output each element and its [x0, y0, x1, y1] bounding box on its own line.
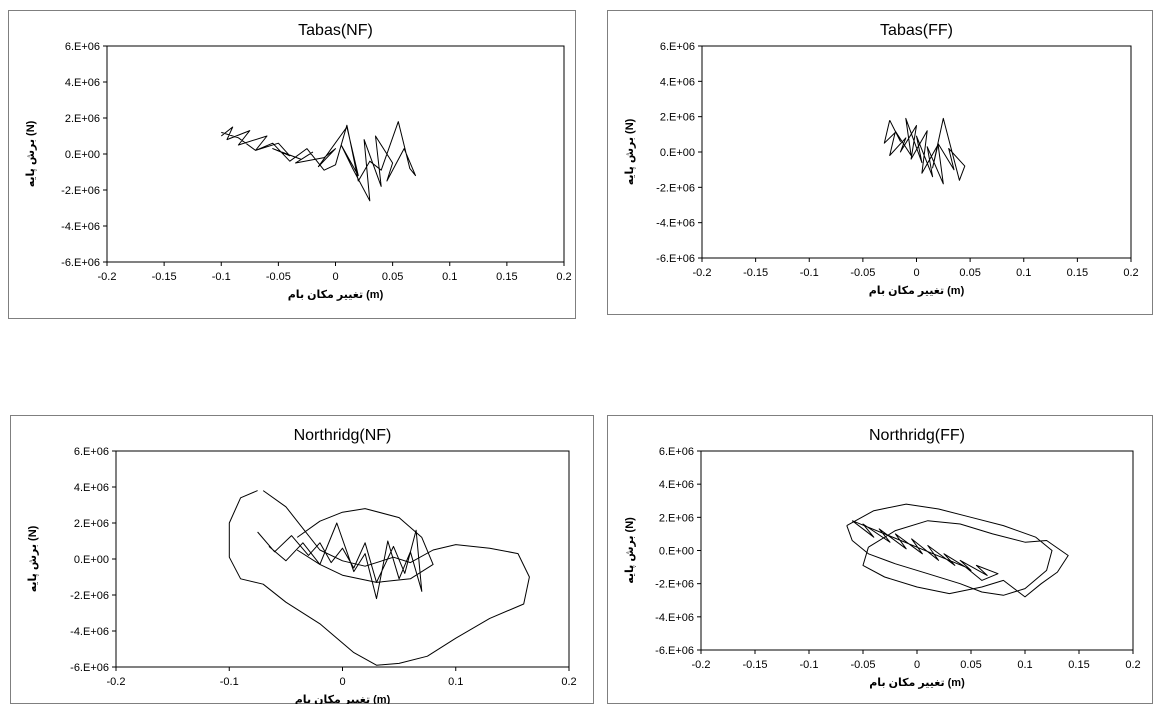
series-line	[220, 121, 416, 202]
y-axis-label: برش پایه (N)	[27, 525, 39, 592]
series-line	[257, 522, 423, 600]
x-tick-label: -0.2	[107, 676, 126, 688]
series-line	[228, 490, 530, 666]
x-tick-label: 0.15	[1068, 659, 1089, 671]
chart-title: Northridg(NF)	[294, 427, 392, 444]
series-line	[862, 520, 1069, 598]
y-axis-label: برش پایه (N)	[25, 120, 37, 187]
y-axis-label: برش پایه (N)	[624, 517, 636, 584]
x-tick-label: 0.2	[1125, 659, 1140, 671]
y-tick-label: 0.E+00	[74, 554, 109, 566]
chart-title: Tabas(FF)	[880, 22, 953, 39]
y-tick-label: 4.E+06	[65, 77, 100, 89]
x-tick-label: 0.1	[448, 676, 463, 688]
x-tick-label: -0.15	[743, 267, 768, 279]
series-line	[883, 117, 966, 185]
x-tick-label: 0.1	[1016, 267, 1031, 279]
y-tick-label: -4.E+06	[70, 626, 109, 638]
x-tick-label: -0.2	[692, 659, 711, 671]
chart-panel-tabas-nf: Tabas(NF) -0.2 -0.15 -0.1 -0.05 0 0.05 0.1 0.15 0…	[8, 10, 576, 319]
y-tick-label: -2.E+06	[70, 590, 109, 602]
x-tick-label: 0.1	[442, 271, 457, 283]
y-tick-label: 0.E+00	[65, 149, 100, 161]
x-axis-label: تغییر مکان بام (m)	[869, 677, 965, 689]
x-axis-label: تغییر مکان بام (m)	[869, 285, 965, 297]
x-tick-label: 0.15	[1067, 267, 1088, 279]
y-tick-label: -2.E+06	[61, 185, 100, 197]
x-tick-label: -0.2	[693, 267, 712, 279]
chart-frame	[10, 415, 594, 704]
y-tick-label: -4.E+06	[655, 612, 694, 624]
x-axis-label: تغییر مکان بام (m)	[295, 694, 391, 704]
chart-svg: Northridg(FF) -0.2 -0.15 -0.1 -0.05 0 0.05 0.1 0…	[607, 415, 1153, 704]
x-tick-label: 0.1	[1017, 659, 1032, 671]
x-tick-label: 0.05	[382, 271, 403, 283]
y-tick-label: 2.E+06	[660, 112, 695, 124]
y-tick-label: 4.E+06	[659, 479, 694, 491]
chart-svg: Northridg(NF) -0.2 -0.1 0 0.1 0.2 6.E+06 4.E+06…	[10, 415, 594, 704]
y-tick-label: -6.E+06	[61, 257, 100, 269]
y-tick-label: 2.E+06	[65, 113, 100, 125]
x-tick-label: -0.1	[220, 676, 239, 688]
y-tick-label: 2.E+06	[659, 512, 694, 524]
x-tick-label: 0	[914, 659, 920, 671]
y-tick-label: -6.E+06	[655, 645, 694, 657]
x-tick-label: 0	[339, 676, 345, 688]
y-tick-label: 4.E+06	[74, 482, 109, 494]
y-axis-label: برش پایه (N)	[624, 118, 636, 185]
x-axis-label: تغییر مکان بام (m)	[288, 289, 384, 301]
chart-title: Northridg(FF)	[869, 427, 965, 444]
x-tick-label: 0.05	[959, 267, 980, 279]
x-tick-label: 0	[913, 267, 919, 279]
x-tick-label: -0.1	[212, 271, 231, 283]
y-tick-label: -2.E+06	[655, 579, 694, 591]
y-tick-label: 2.E+06	[74, 518, 109, 530]
y-tick-label: -6.E+06	[656, 253, 695, 265]
x-tick-label: -0.05	[850, 659, 875, 671]
y-tick-label: -2.E+06	[656, 182, 695, 194]
x-tick-label: 0.2	[1123, 267, 1138, 279]
x-tick-label: 0.2	[561, 676, 576, 688]
chart-panel-tabas-ff: Tabas(FF) -0.2 -0.15 -0.1 -0.05 0 0.05 0.1 0.15 0…	[607, 10, 1153, 315]
y-tick-label: 6.E+06	[65, 41, 100, 53]
series-line	[846, 503, 1053, 596]
x-tick-label: 0.2	[556, 271, 571, 283]
y-tick-label: 6.E+06	[74, 446, 109, 458]
x-tick-label: -0.15	[152, 271, 177, 283]
series-line	[296, 508, 434, 583]
y-tick-label: -4.E+06	[656, 218, 695, 230]
chart-svg: Tabas(FF) -0.2 -0.15 -0.1 -0.05 0 0.05 0.1 0.15 0…	[607, 10, 1153, 315]
x-tick-label: 0.15	[496, 271, 517, 283]
y-tick-label: 6.E+06	[659, 446, 694, 458]
x-tick-label: -0.1	[800, 267, 819, 279]
y-tick-label: 0.E+00	[660, 147, 695, 159]
chart-frame	[8, 10, 576, 319]
x-tick-label: -0.1	[800, 659, 819, 671]
x-tick-label: 0.05	[960, 659, 981, 671]
chart-panel-northridg-ff: Northridg(FF) -0.2 -0.15 -0.1 -0.05 0 0.05 0.1 0…	[607, 415, 1153, 704]
x-tick-label: 0	[332, 271, 338, 283]
y-tick-label: -6.E+06	[70, 662, 109, 674]
y-tick-label: 0.E+00	[659, 546, 694, 558]
chart-svg: Tabas(NF) -0.2 -0.15 -0.1 -0.05 0 0.05 0.1 0.15 0…	[8, 10, 576, 319]
x-tick-label: -0.05	[266, 271, 291, 283]
y-tick-label: 6.E+06	[660, 41, 695, 53]
y-tick-label: 4.E+06	[660, 76, 695, 88]
chart-frame	[607, 415, 1153, 704]
y-tick-label: -4.E+06	[61, 221, 100, 233]
x-tick-label: -0.15	[742, 659, 767, 671]
chart-frame	[607, 10, 1153, 315]
x-tick-label: -0.05	[850, 267, 875, 279]
x-tick-label: -0.2	[98, 271, 117, 283]
chart-panel-northridg-nf: Northridg(NF) -0.2 -0.1 0 0.1 0.2 6.E+06 4.E+06…	[10, 415, 594, 704]
chart-title: Tabas(NF)	[298, 22, 373, 39]
